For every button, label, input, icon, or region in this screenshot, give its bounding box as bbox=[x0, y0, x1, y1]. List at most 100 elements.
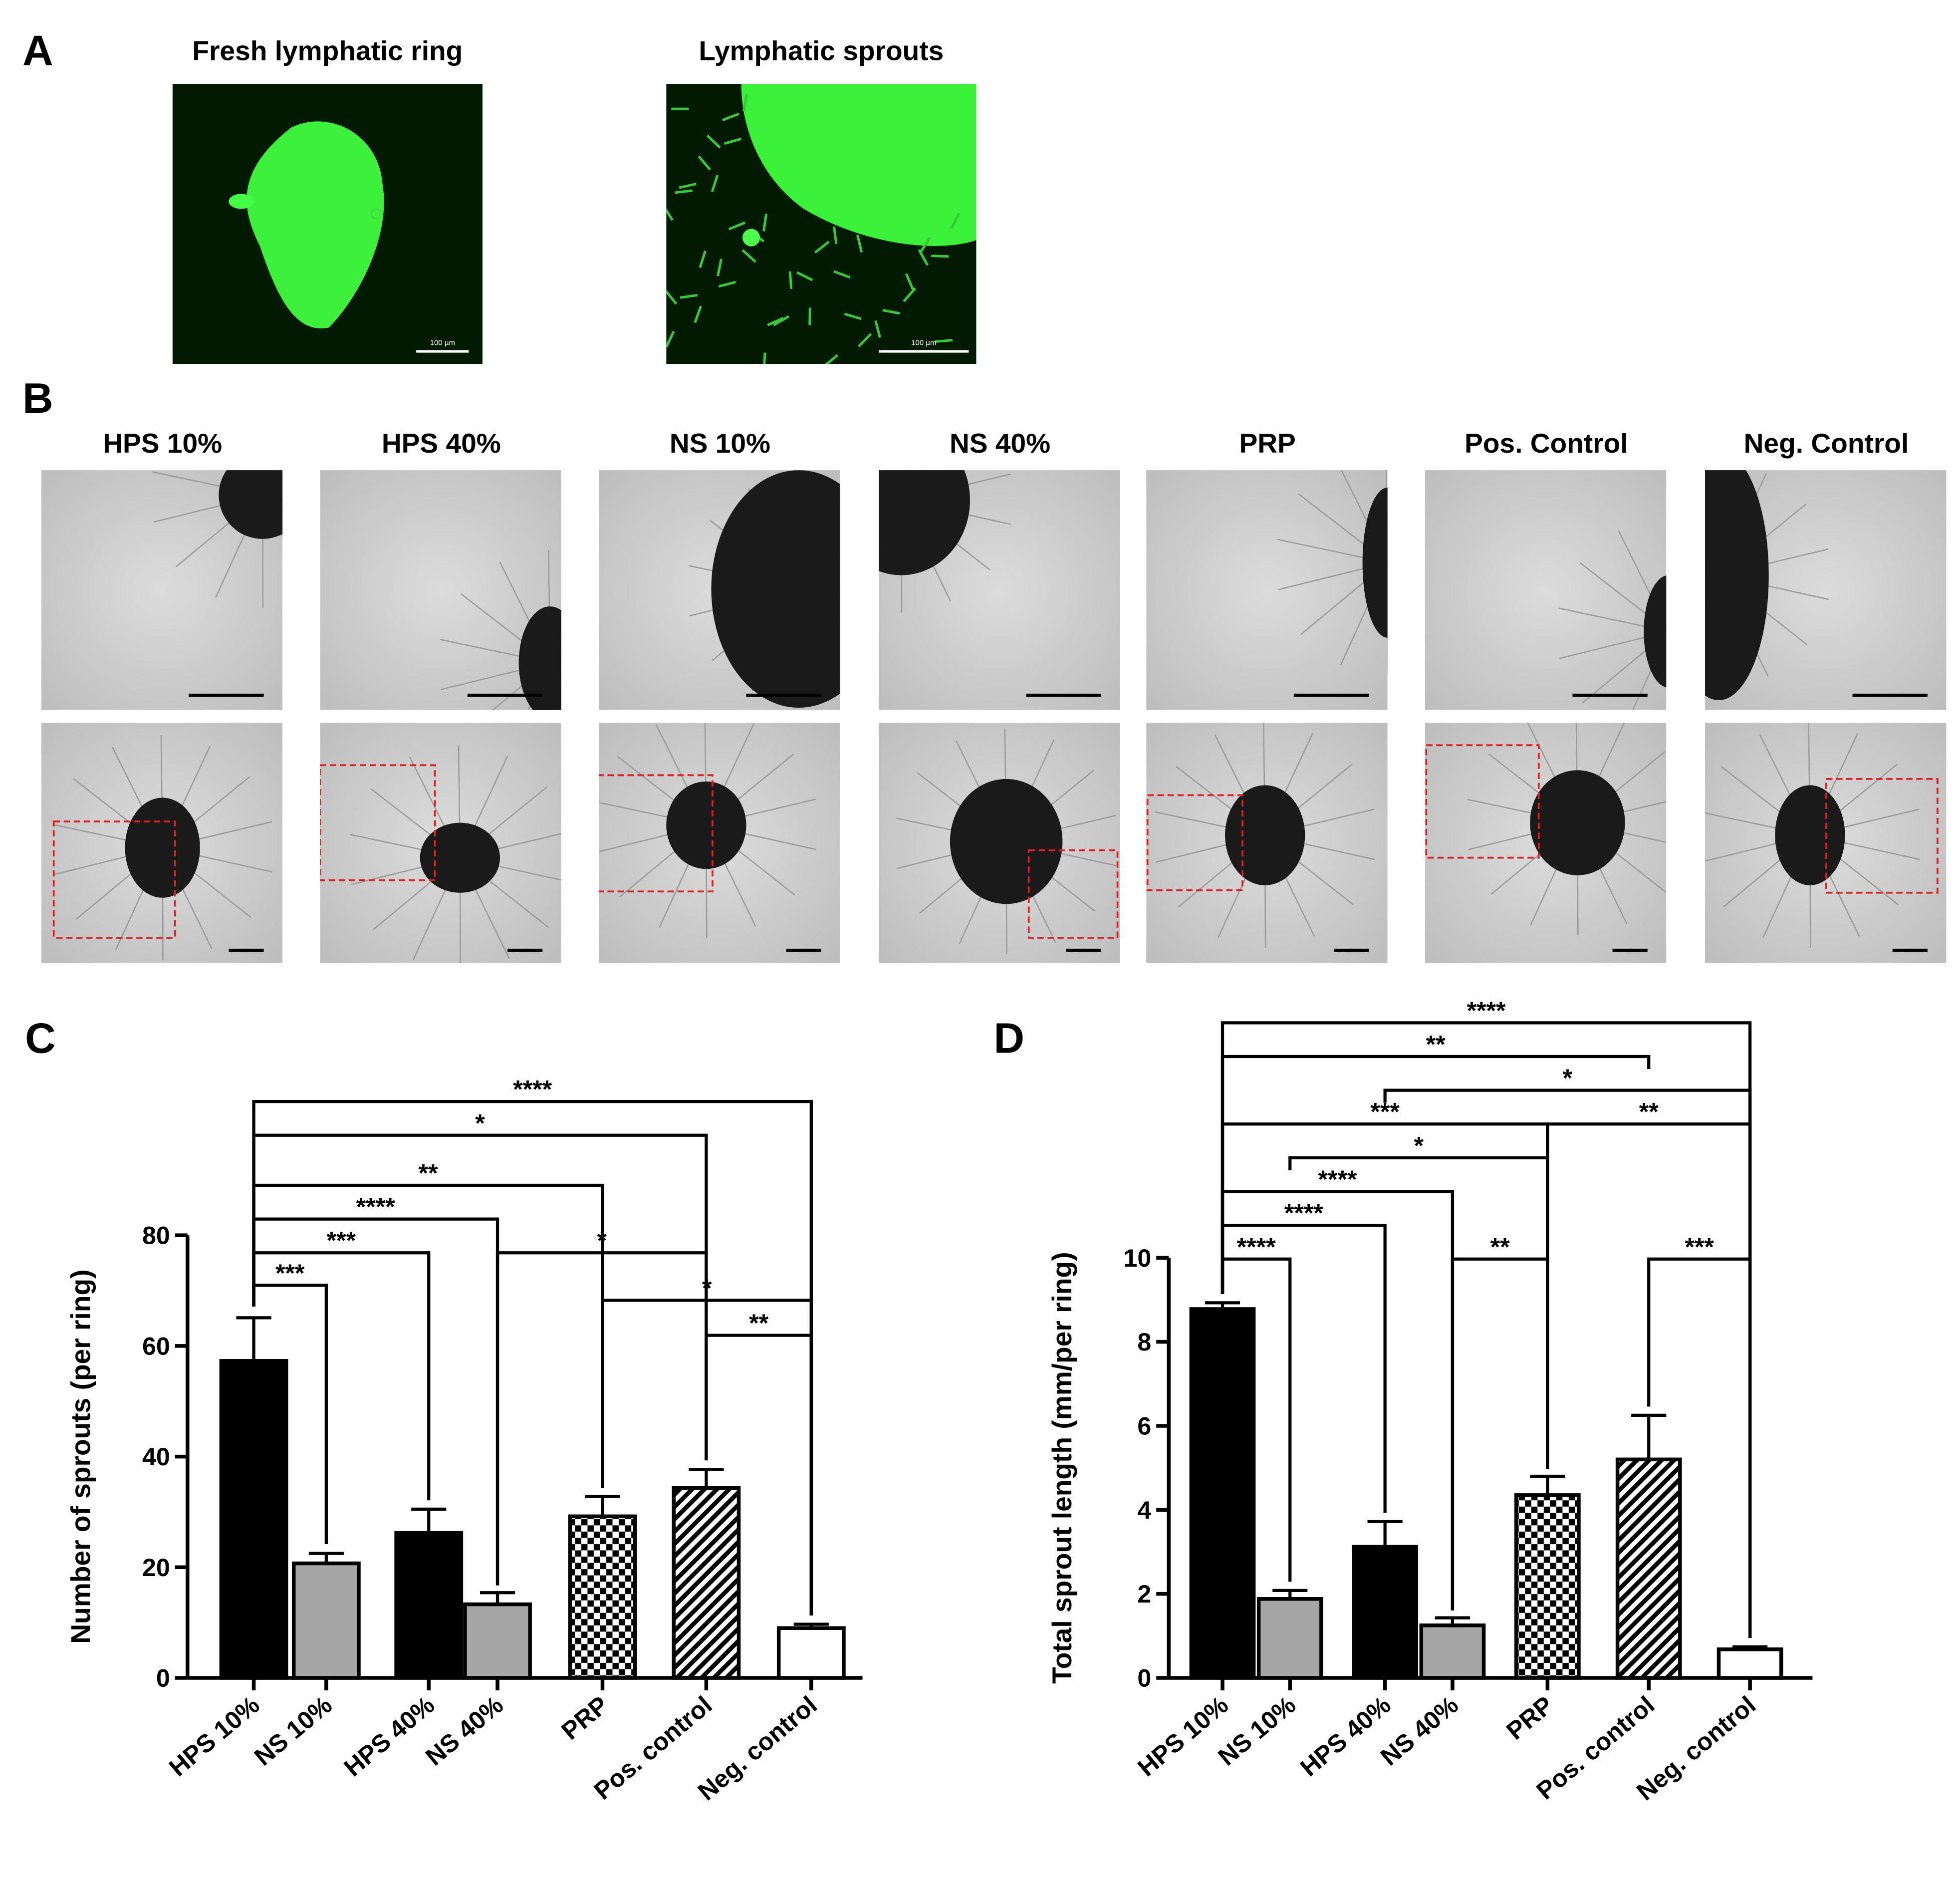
zoom-box bbox=[320, 764, 436, 881]
sprout bbox=[717, 259, 723, 276]
ring bbox=[1362, 488, 1388, 638]
significance-label: ** bbox=[418, 1159, 438, 1187]
significance-label: *** bbox=[1685, 1233, 1714, 1261]
condition-title: NS 40% bbox=[950, 428, 1050, 459]
ring bbox=[879, 470, 970, 575]
ring bbox=[219, 470, 283, 539]
sprout bbox=[858, 333, 872, 347]
y-tick-label: 0 bbox=[156, 1664, 170, 1692]
zoom-box bbox=[598, 774, 714, 893]
micrograph bbox=[879, 723, 1120, 963]
bar bbox=[394, 1531, 464, 1680]
sprout bbox=[762, 214, 768, 232]
significance-label: * bbox=[702, 1274, 712, 1302]
bar bbox=[1189, 1307, 1256, 1680]
sprout bbox=[698, 155, 711, 171]
significance-label: **** bbox=[1467, 997, 1506, 1025]
significance-bracket bbox=[1647, 1257, 1752, 1638]
significance-bracket bbox=[705, 1334, 813, 1616]
x-tick-label: HPS 10% bbox=[164, 1691, 264, 1782]
bar bbox=[776, 1626, 846, 1680]
bar bbox=[219, 1359, 288, 1680]
sprout bbox=[1668, 519, 1669, 631]
micrograph bbox=[320, 723, 561, 963]
scale-bar-label: 100 µm bbox=[911, 339, 936, 347]
sprout bbox=[773, 315, 789, 326]
y-tick-label: 6 bbox=[1137, 1412, 1151, 1440]
significance-label: *** bbox=[327, 1227, 356, 1255]
bar bbox=[463, 1602, 532, 1680]
sprout bbox=[918, 249, 929, 266]
sprout bbox=[666, 330, 675, 348]
significance-bracket bbox=[1451, 1257, 1549, 1611]
image-title: Fresh lymphatic ring bbox=[192, 35, 463, 66]
bar bbox=[1514, 1493, 1581, 1680]
x-tick-label: PRP bbox=[556, 1691, 614, 1745]
significance-label: **** bbox=[1284, 1199, 1323, 1227]
significance-label: * bbox=[475, 1109, 485, 1137]
bar bbox=[1352, 1545, 1419, 1680]
sprout bbox=[788, 271, 793, 289]
ring bbox=[420, 822, 500, 893]
significance-label: **** bbox=[513, 1076, 552, 1103]
significance-bracket bbox=[1221, 1257, 1292, 1582]
sprout bbox=[741, 249, 756, 263]
zoom-box bbox=[1825, 778, 1939, 894]
y-tick-label: 2 bbox=[1137, 1580, 1151, 1608]
bar bbox=[1419, 1623, 1486, 1680]
zoom-box bbox=[1146, 794, 1243, 891]
sprout bbox=[680, 293, 698, 299]
significance-label: **** bbox=[1237, 1233, 1276, 1261]
fluorescence-image: 100 µm bbox=[666, 83, 977, 364]
micrograph bbox=[41, 723, 283, 963]
significance-label: * bbox=[1563, 1064, 1573, 1092]
cell bbox=[370, 208, 382, 220]
cell bbox=[229, 194, 254, 209]
ring bbox=[950, 779, 1063, 904]
significance-bracket bbox=[252, 1284, 328, 1544]
sprout bbox=[796, 271, 813, 281]
x-tick-label: HPS 10% bbox=[1133, 1691, 1233, 1782]
y-tick-label: 8 bbox=[1137, 1328, 1151, 1356]
zoom-box bbox=[1425, 744, 1540, 859]
ring bbox=[1225, 785, 1305, 885]
micrograph bbox=[879, 470, 1120, 711]
y-tick-label: 4 bbox=[1137, 1496, 1151, 1524]
sprout bbox=[675, 189, 693, 194]
ring bbox=[741, 83, 977, 246]
significance-bracket bbox=[1288, 1156, 1549, 1469]
sprout bbox=[718, 280, 736, 288]
sprout bbox=[666, 208, 674, 221]
sprout bbox=[832, 226, 838, 244]
sprout bbox=[825, 354, 839, 364]
significance-bracket bbox=[252, 1251, 431, 1501]
y-axis-label: Total sprout length (mm/per ring) bbox=[1046, 1252, 1077, 1683]
sprout bbox=[722, 112, 739, 121]
sprout bbox=[814, 241, 830, 254]
micrograph bbox=[598, 723, 840, 963]
y-tick-label: 20 bbox=[142, 1554, 170, 1582]
micrograph bbox=[1425, 470, 1669, 711]
bar bbox=[1716, 1647, 1783, 1680]
sprout bbox=[694, 305, 702, 323]
significance-label: **** bbox=[1318, 1165, 1357, 1193]
panel-label: B bbox=[22, 375, 53, 422]
bar bbox=[1256, 1597, 1323, 1680]
bar bbox=[1615, 1457, 1682, 1680]
micrograph bbox=[1146, 470, 1388, 711]
x-tick-label: PRP bbox=[1501, 1691, 1559, 1745]
condition-title: PRP bbox=[1239, 428, 1296, 459]
y-axis-label: Number of sprouts (per ring) bbox=[65, 1270, 96, 1644]
ring bbox=[125, 798, 200, 898]
y-tick-label: 40 bbox=[142, 1443, 170, 1471]
ring bbox=[1705, 470, 1769, 700]
ring bbox=[518, 606, 561, 711]
panel-label: A bbox=[22, 27, 53, 74]
bar bbox=[568, 1514, 637, 1680]
micrograph bbox=[1705, 723, 1947, 963]
panel-label: D bbox=[994, 1015, 1024, 1062]
significance-label: *** bbox=[275, 1259, 305, 1287]
sprout bbox=[919, 237, 931, 253]
